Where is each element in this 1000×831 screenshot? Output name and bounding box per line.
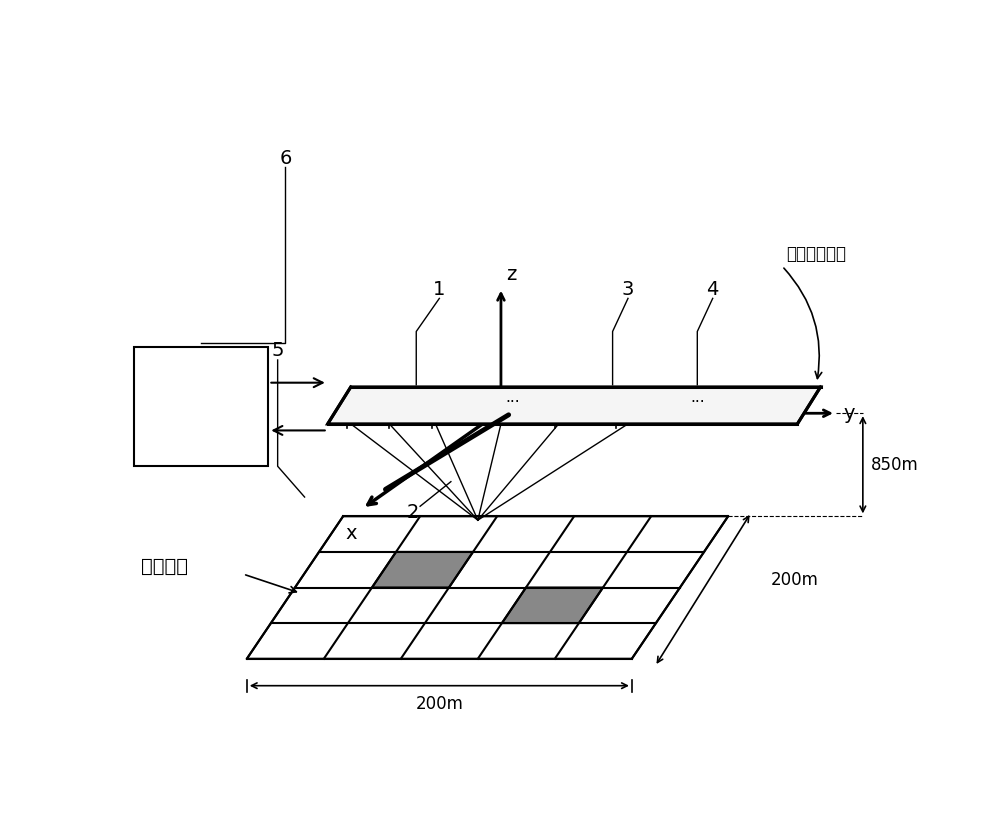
- Text: ...: ...: [478, 413, 493, 428]
- Text: 850m: 850m: [871, 455, 918, 474]
- Text: x: x: [345, 524, 357, 543]
- Text: ...: ...: [690, 391, 705, 406]
- Polygon shape: [328, 387, 820, 424]
- Text: 5: 5: [271, 342, 284, 361]
- Text: 6: 6: [279, 149, 292, 168]
- Polygon shape: [247, 516, 728, 659]
- Text: 信号处: 信号处: [182, 381, 220, 401]
- Text: 2: 2: [406, 503, 419, 522]
- Text: 200m: 200m: [770, 571, 818, 589]
- Text: 4: 4: [707, 280, 719, 298]
- Text: 200m: 200m: [415, 695, 463, 713]
- Polygon shape: [502, 588, 603, 623]
- Text: 1: 1: [433, 280, 446, 298]
- Text: 目标场景: 目标场景: [141, 557, 188, 576]
- Text: y: y: [844, 404, 855, 423]
- FancyArrowPatch shape: [784, 268, 822, 378]
- Text: z: z: [506, 265, 517, 284]
- Text: ...: ...: [505, 391, 520, 406]
- FancyBboxPatch shape: [134, 347, 268, 466]
- Text: 理机: 理机: [189, 414, 214, 434]
- Text: 发射天线阵列: 发射天线阵列: [786, 245, 846, 263]
- Text: 3: 3: [622, 280, 634, 298]
- Polygon shape: [372, 552, 473, 588]
